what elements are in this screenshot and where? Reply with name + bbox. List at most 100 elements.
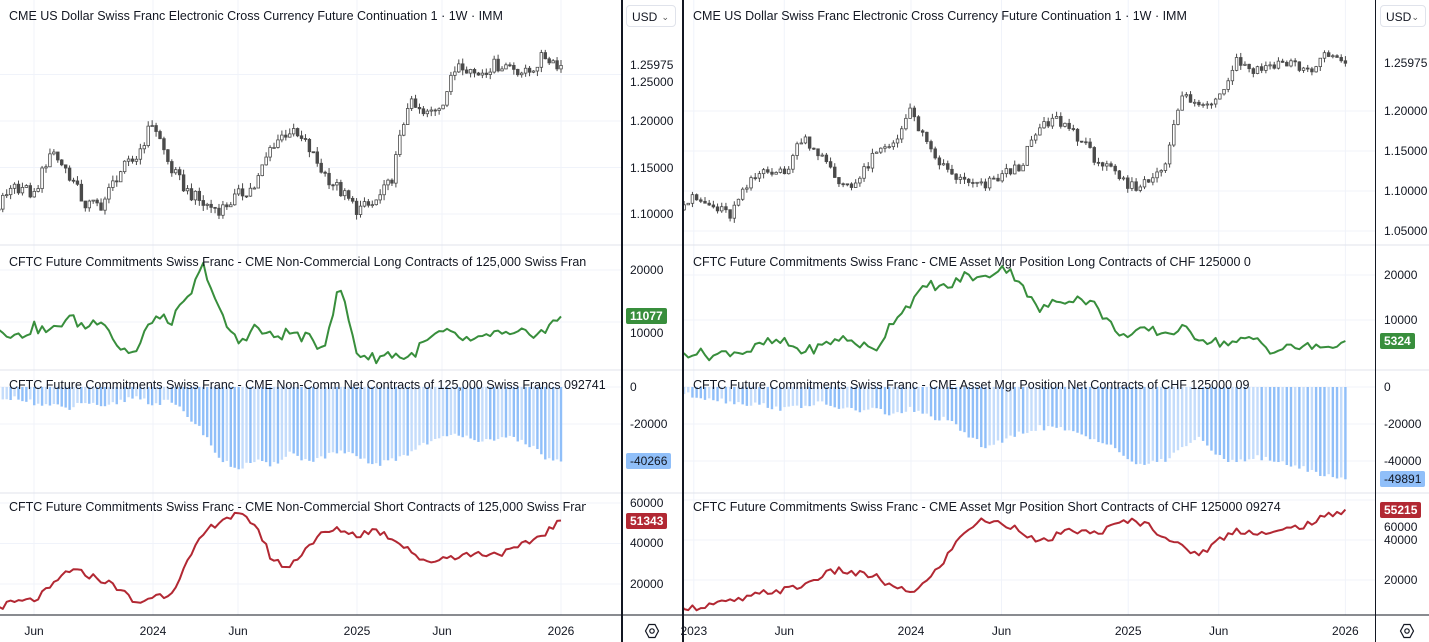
net-bar (1, 386, 4, 400)
chart-divider[interactable] (682, 0, 684, 642)
candle-up (335, 182, 339, 186)
candle-down (56, 151, 60, 161)
candle-down (1109, 163, 1113, 167)
candle-down (954, 173, 958, 180)
net-bar (237, 386, 240, 470)
net-bar (1310, 386, 1314, 470)
net-bar (825, 386, 828, 405)
candle-up (539, 52, 544, 68)
net-bar (327, 386, 331, 453)
candle-up (252, 187, 257, 190)
net-bar (1139, 386, 1142, 464)
net-bar (766, 386, 769, 408)
net-bar (500, 386, 504, 438)
candle-up (260, 164, 264, 177)
net-bar (712, 386, 715, 401)
net-bar (1130, 386, 1134, 462)
net-bar (241, 386, 244, 469)
net-bar (551, 386, 555, 461)
candle-down (476, 72, 481, 76)
candle-up (858, 177, 862, 184)
net-bar (762, 386, 765, 404)
candle-down (115, 180, 119, 183)
candle-down (213, 206, 217, 209)
net-bar (770, 386, 774, 410)
candle-down (240, 188, 245, 197)
candle-up (862, 166, 866, 179)
candle-down (339, 182, 343, 197)
net-bar (555, 386, 559, 460)
candle-down (1092, 147, 1096, 163)
candle-down (311, 151, 316, 154)
net-bar (707, 386, 711, 399)
net-bar (213, 386, 217, 453)
candle-up (791, 155, 795, 170)
net-bar (758, 386, 761, 405)
net-bar (272, 386, 276, 463)
net-bar (68, 386, 71, 410)
net-bar (434, 386, 437, 439)
candle-up (1264, 65, 1268, 71)
net-bar (679, 387, 681, 395)
net-bar (1009, 386, 1012, 436)
candle-up (736, 198, 741, 206)
candle-up (941, 163, 946, 166)
net-bar (1243, 386, 1247, 462)
net-bar (1323, 386, 1326, 477)
net-bar (17, 386, 20, 400)
candle-down (60, 159, 64, 166)
candle-down (933, 148, 937, 159)
candle-up (122, 160, 127, 173)
net-bar (1210, 386, 1213, 451)
candle-up (504, 64, 508, 70)
candle-up (1193, 101, 1197, 104)
candle-up (150, 125, 154, 127)
long-series-line (684, 265, 1346, 362)
candle-up (248, 187, 253, 197)
candle-up (757, 173, 762, 179)
net-bar (691, 386, 694, 398)
candle-up (111, 180, 115, 188)
candle-up (91, 199, 95, 202)
net-bar (1344, 386, 1347, 480)
settings-icon[interactable] (644, 623, 660, 639)
net-bar (1151, 386, 1155, 461)
net-bar (386, 386, 390, 461)
net-bar (1340, 386, 1343, 478)
candle-up (24, 185, 29, 188)
net-bar (88, 386, 91, 404)
last-short-label: 55215 (1380, 501, 1422, 518)
net-bar (528, 386, 531, 448)
candle-up (523, 67, 528, 74)
candle-down (694, 194, 699, 201)
net-bar (323, 386, 327, 459)
short-pane-title-right: CFTC Future Commitments Swiss Franc - CM… (693, 500, 1281, 514)
candle-up (887, 146, 891, 149)
candle-down (1096, 161, 1101, 164)
net-bar (754, 386, 757, 403)
long-axis-tick-label: 20000 (630, 263, 664, 277)
net-bar (871, 386, 874, 408)
settings-icon[interactable] (1399, 623, 1415, 639)
currency-select-left[interactable]: USD ⌄ (626, 5, 676, 27)
candle-down (728, 209, 732, 219)
candle-down (315, 151, 319, 164)
net-bar (1314, 386, 1318, 472)
net-bar (724, 386, 728, 404)
currency-select-right[interactable]: USD ⌄ (1380, 5, 1426, 27)
net-bar (787, 386, 790, 407)
candle-up (1184, 94, 1189, 97)
net-bar (896, 386, 899, 413)
net-bar (783, 386, 786, 408)
net-bar (1281, 386, 1284, 462)
candle-down (1017, 164, 1021, 172)
net-bar (296, 386, 299, 456)
series-right (679, 50, 1348, 612)
net-bar (816, 386, 820, 402)
net-bar (1168, 386, 1171, 459)
net-bar (52, 386, 56, 405)
candle-up (874, 151, 879, 154)
net-bar (170, 386, 174, 403)
net-bar (975, 386, 979, 440)
